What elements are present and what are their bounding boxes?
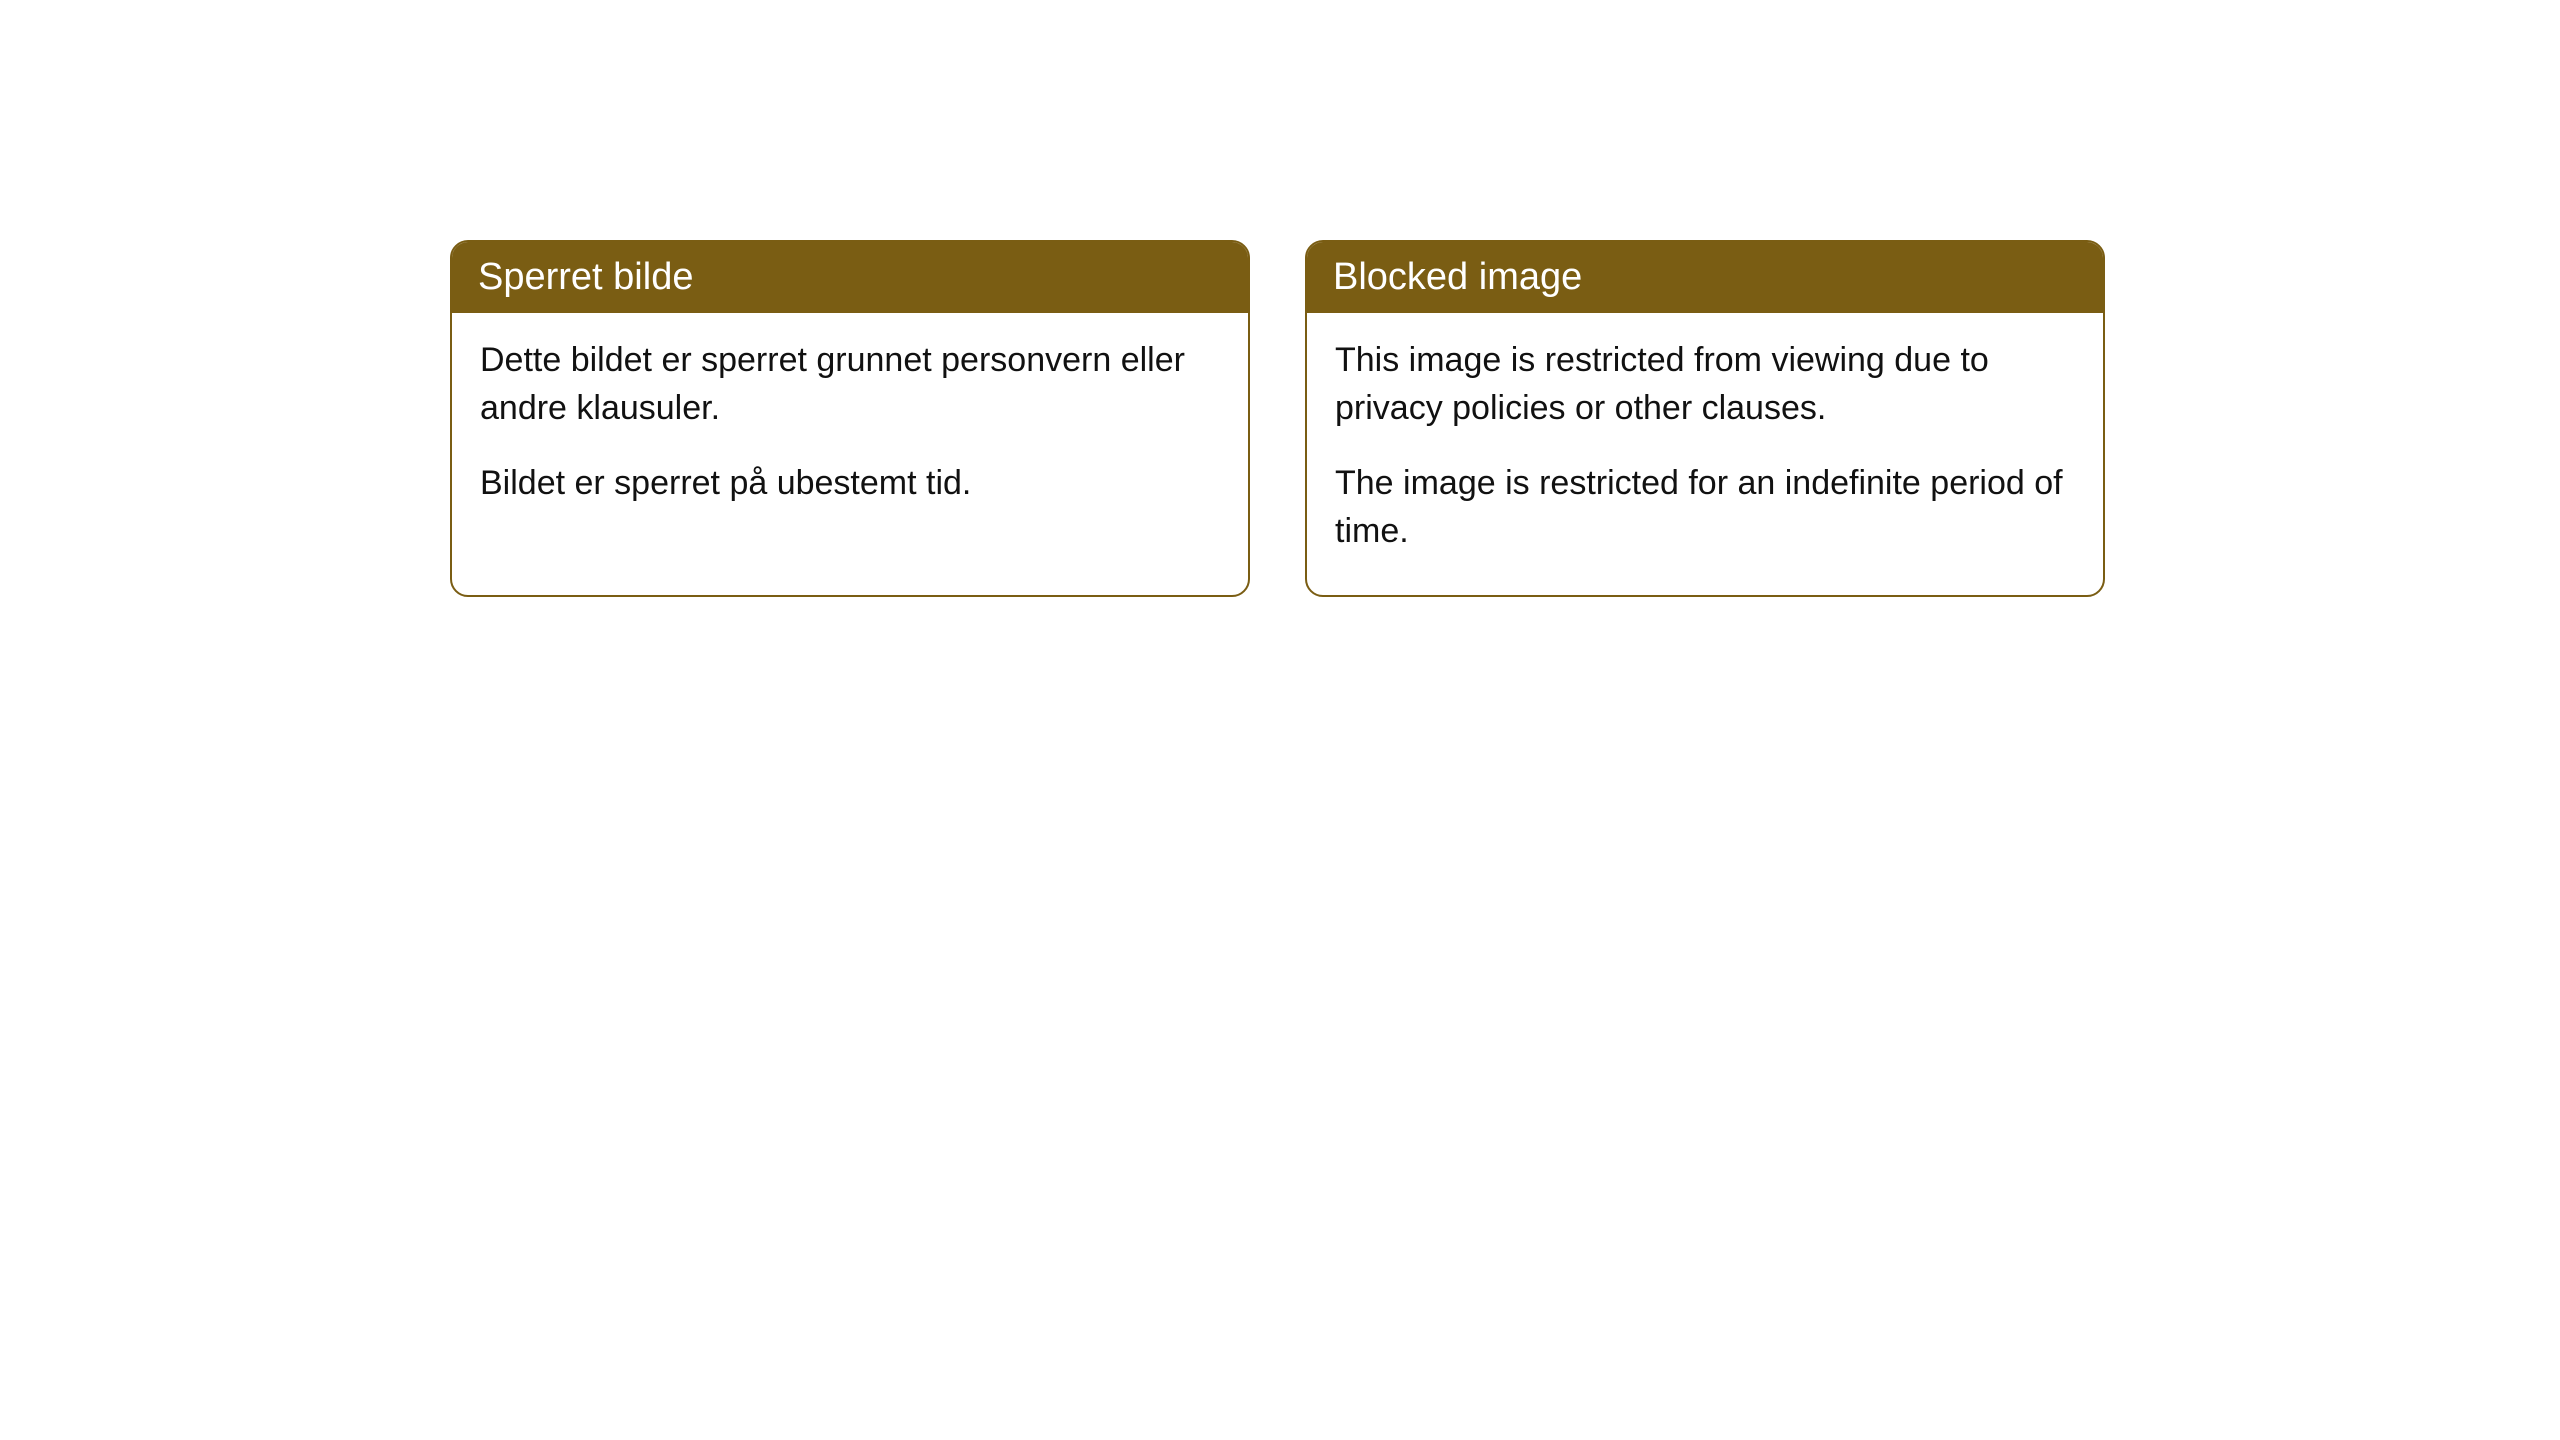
card-header: Sperret bilde (452, 242, 1248, 313)
card-body: Dette bildet er sperret grunnet personve… (452, 313, 1248, 548)
card-paragraph: This image is restricted from viewing du… (1335, 337, 2075, 432)
card-body: This image is restricted from viewing du… (1307, 313, 2103, 595)
card-paragraph: Dette bildet er sperret grunnet personve… (480, 337, 1220, 432)
blocked-image-card-en: Blocked image This image is restricted f… (1305, 240, 2105, 597)
blocked-image-card-no: Sperret bilde Dette bildet er sperret gr… (450, 240, 1250, 597)
notice-cards-container: Sperret bilde Dette bildet er sperret gr… (450, 240, 2105, 597)
card-paragraph: Bildet er sperret på ubestemt tid. (480, 460, 1220, 508)
card-title: Blocked image (1333, 256, 1582, 298)
card-title: Sperret bilde (478, 256, 693, 298)
card-header: Blocked image (1307, 242, 2103, 313)
card-paragraph: The image is restricted for an indefinit… (1335, 460, 2075, 555)
